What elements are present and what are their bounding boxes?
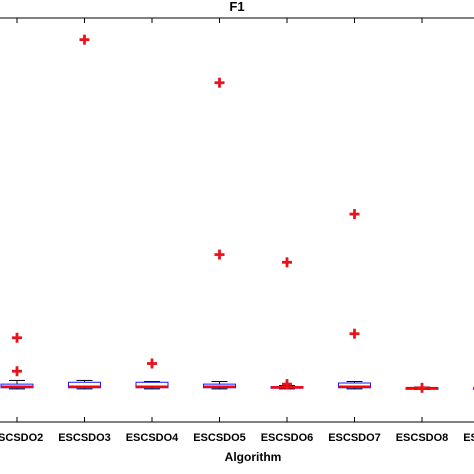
x-tick-label: ESCSDO8	[396, 432, 449, 444]
x-axis-label: Algorithm	[225, 450, 282, 464]
outlier-marker	[214, 77, 225, 88]
outlier-marker	[12, 366, 22, 377]
box-series	[0, 379, 474, 390]
x-tick-label: ESCSDO6	[261, 432, 314, 444]
outlier-marker	[12, 332, 22, 343]
x-tick-label: ESCSDO5	[193, 432, 246, 444]
outlier-marker	[349, 209, 360, 220]
box-escsdo3	[68, 379, 101, 390]
box-escsdo5	[203, 381, 236, 390]
x-tick-label: ESCSDO7	[328, 432, 381, 444]
plot-axes	[0, 17, 474, 423]
chart-title: F1	[229, 0, 244, 14]
x-tick-label: ESCSDO2	[0, 432, 43, 444]
box-escsdo2	[0, 379, 34, 390]
x-tick-label: ESCSDO4	[126, 432, 179, 444]
x-tick-label: ESCSDO9	[463, 432, 474, 444]
outlier-marker	[147, 358, 157, 369]
outlier-series	[12, 34, 427, 393]
box-escsdo7	[338, 381, 371, 390]
outlier-marker	[282, 257, 292, 268]
box-escsdo4	[135, 381, 169, 390]
x-tick-label: ESCSDO3	[58, 432, 111, 444]
outlier-marker	[214, 249, 225, 260]
outlier-marker	[349, 328, 360, 339]
outlier-marker	[79, 34, 90, 45]
x-tick-labels: ESCSDO2 ESCSDO3 ESCSDO4 ESCSDO5 ESCSDO6 ESCSD…	[0, 432, 474, 444]
outlier-marker	[282, 379, 292, 390]
outlier-marker	[417, 382, 427, 393]
